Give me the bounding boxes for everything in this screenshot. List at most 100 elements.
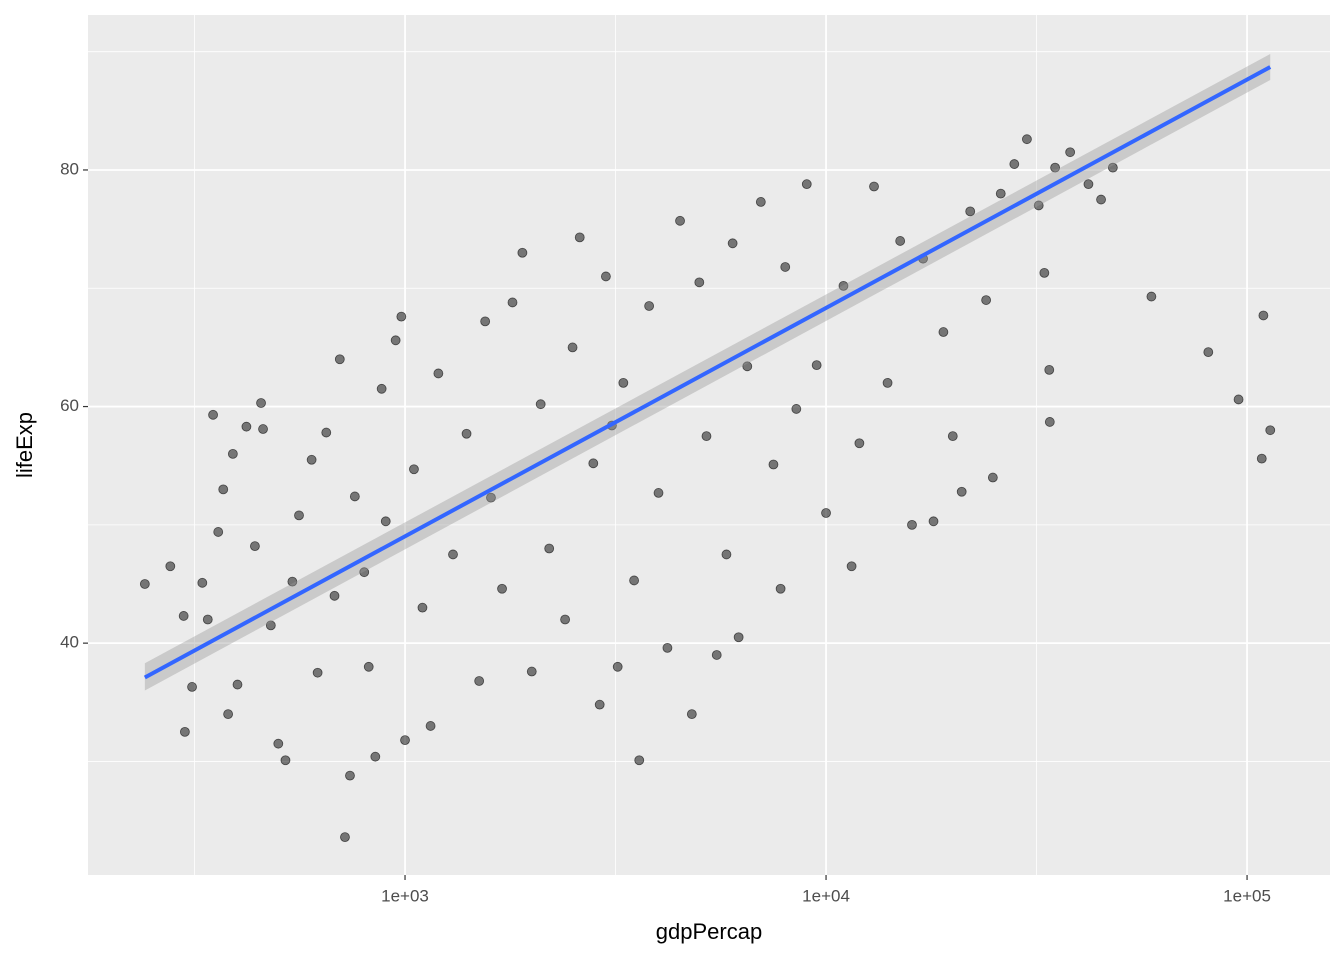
point (390, 335, 401, 346)
point (448, 549, 458, 560)
point (425, 721, 436, 731)
x-tick-label: 1e+04 (802, 886, 850, 905)
point (139, 579, 150, 589)
point (287, 576, 298, 587)
point (987, 472, 998, 483)
point (507, 297, 518, 308)
point (727, 238, 738, 249)
point (480, 316, 491, 327)
point (486, 492, 496, 503)
point (1050, 162, 1061, 173)
point (775, 583, 786, 594)
point (232, 679, 243, 690)
point (218, 484, 229, 495)
point (1107, 162, 1118, 173)
point (560, 614, 571, 625)
point (629, 575, 639, 586)
point (535, 399, 546, 410)
point (370, 751, 381, 762)
point (400, 735, 410, 746)
point (1033, 200, 1044, 211)
point (733, 632, 744, 643)
point (376, 383, 387, 394)
point (1022, 134, 1032, 145)
point (838, 280, 849, 291)
point (928, 516, 939, 527)
point (895, 236, 906, 246)
point (768, 459, 779, 470)
point (821, 508, 831, 518)
point (359, 567, 370, 578)
point (755, 197, 766, 207)
point (273, 738, 284, 749)
point (165, 561, 176, 572)
point (179, 726, 190, 737)
point (396, 311, 407, 322)
point (574, 232, 585, 243)
point (497, 583, 507, 594)
y-tick-label: 60 (60, 396, 79, 415)
fit-line (143, 65, 1272, 680)
point (634, 755, 645, 766)
point (742, 361, 753, 372)
point (417, 602, 428, 613)
point (213, 527, 224, 537)
point (1044, 417, 1055, 427)
point (334, 354, 345, 365)
point (811, 360, 822, 371)
point (907, 519, 917, 530)
point (345, 770, 355, 781)
point (363, 661, 374, 672)
point (653, 488, 664, 498)
point (675, 215, 685, 226)
point (1096, 194, 1106, 205)
point (433, 368, 444, 379)
point (995, 188, 1006, 199)
point (965, 206, 976, 217)
point (241, 421, 252, 432)
point (208, 409, 218, 420)
point (349, 491, 360, 502)
point (250, 541, 260, 552)
point (1039, 267, 1050, 278)
panel (88, 15, 1330, 875)
point (409, 464, 419, 475)
point (711, 650, 722, 660)
point (306, 454, 317, 465)
point (202, 614, 213, 625)
point (981, 295, 992, 305)
point (256, 398, 266, 408)
point (340, 832, 350, 843)
x-tick-label: 1e+05 (1223, 886, 1271, 905)
point (517, 247, 528, 258)
point (227, 448, 238, 459)
point (1265, 425, 1276, 436)
point (882, 377, 893, 388)
point (869, 181, 879, 192)
point (956, 486, 967, 497)
x-axis-title: gdpPercap (656, 919, 762, 944)
point (321, 427, 332, 438)
point (1044, 364, 1055, 375)
point (938, 327, 949, 337)
point (1203, 347, 1214, 358)
point (1065, 147, 1076, 158)
y-tick-label: 40 (60, 633, 79, 652)
point (846, 561, 857, 572)
x-tick-label: 1e+03 (381, 886, 429, 905)
point (686, 709, 697, 720)
point (197, 577, 208, 588)
point (567, 342, 578, 353)
point (312, 667, 323, 678)
point (701, 431, 712, 442)
point (1146, 291, 1157, 302)
point (1256, 453, 1267, 464)
point (258, 424, 268, 434)
point (791, 404, 802, 414)
point (594, 699, 605, 710)
point (1009, 159, 1020, 169)
point (544, 543, 555, 554)
point (280, 755, 291, 766)
point (461, 428, 472, 439)
